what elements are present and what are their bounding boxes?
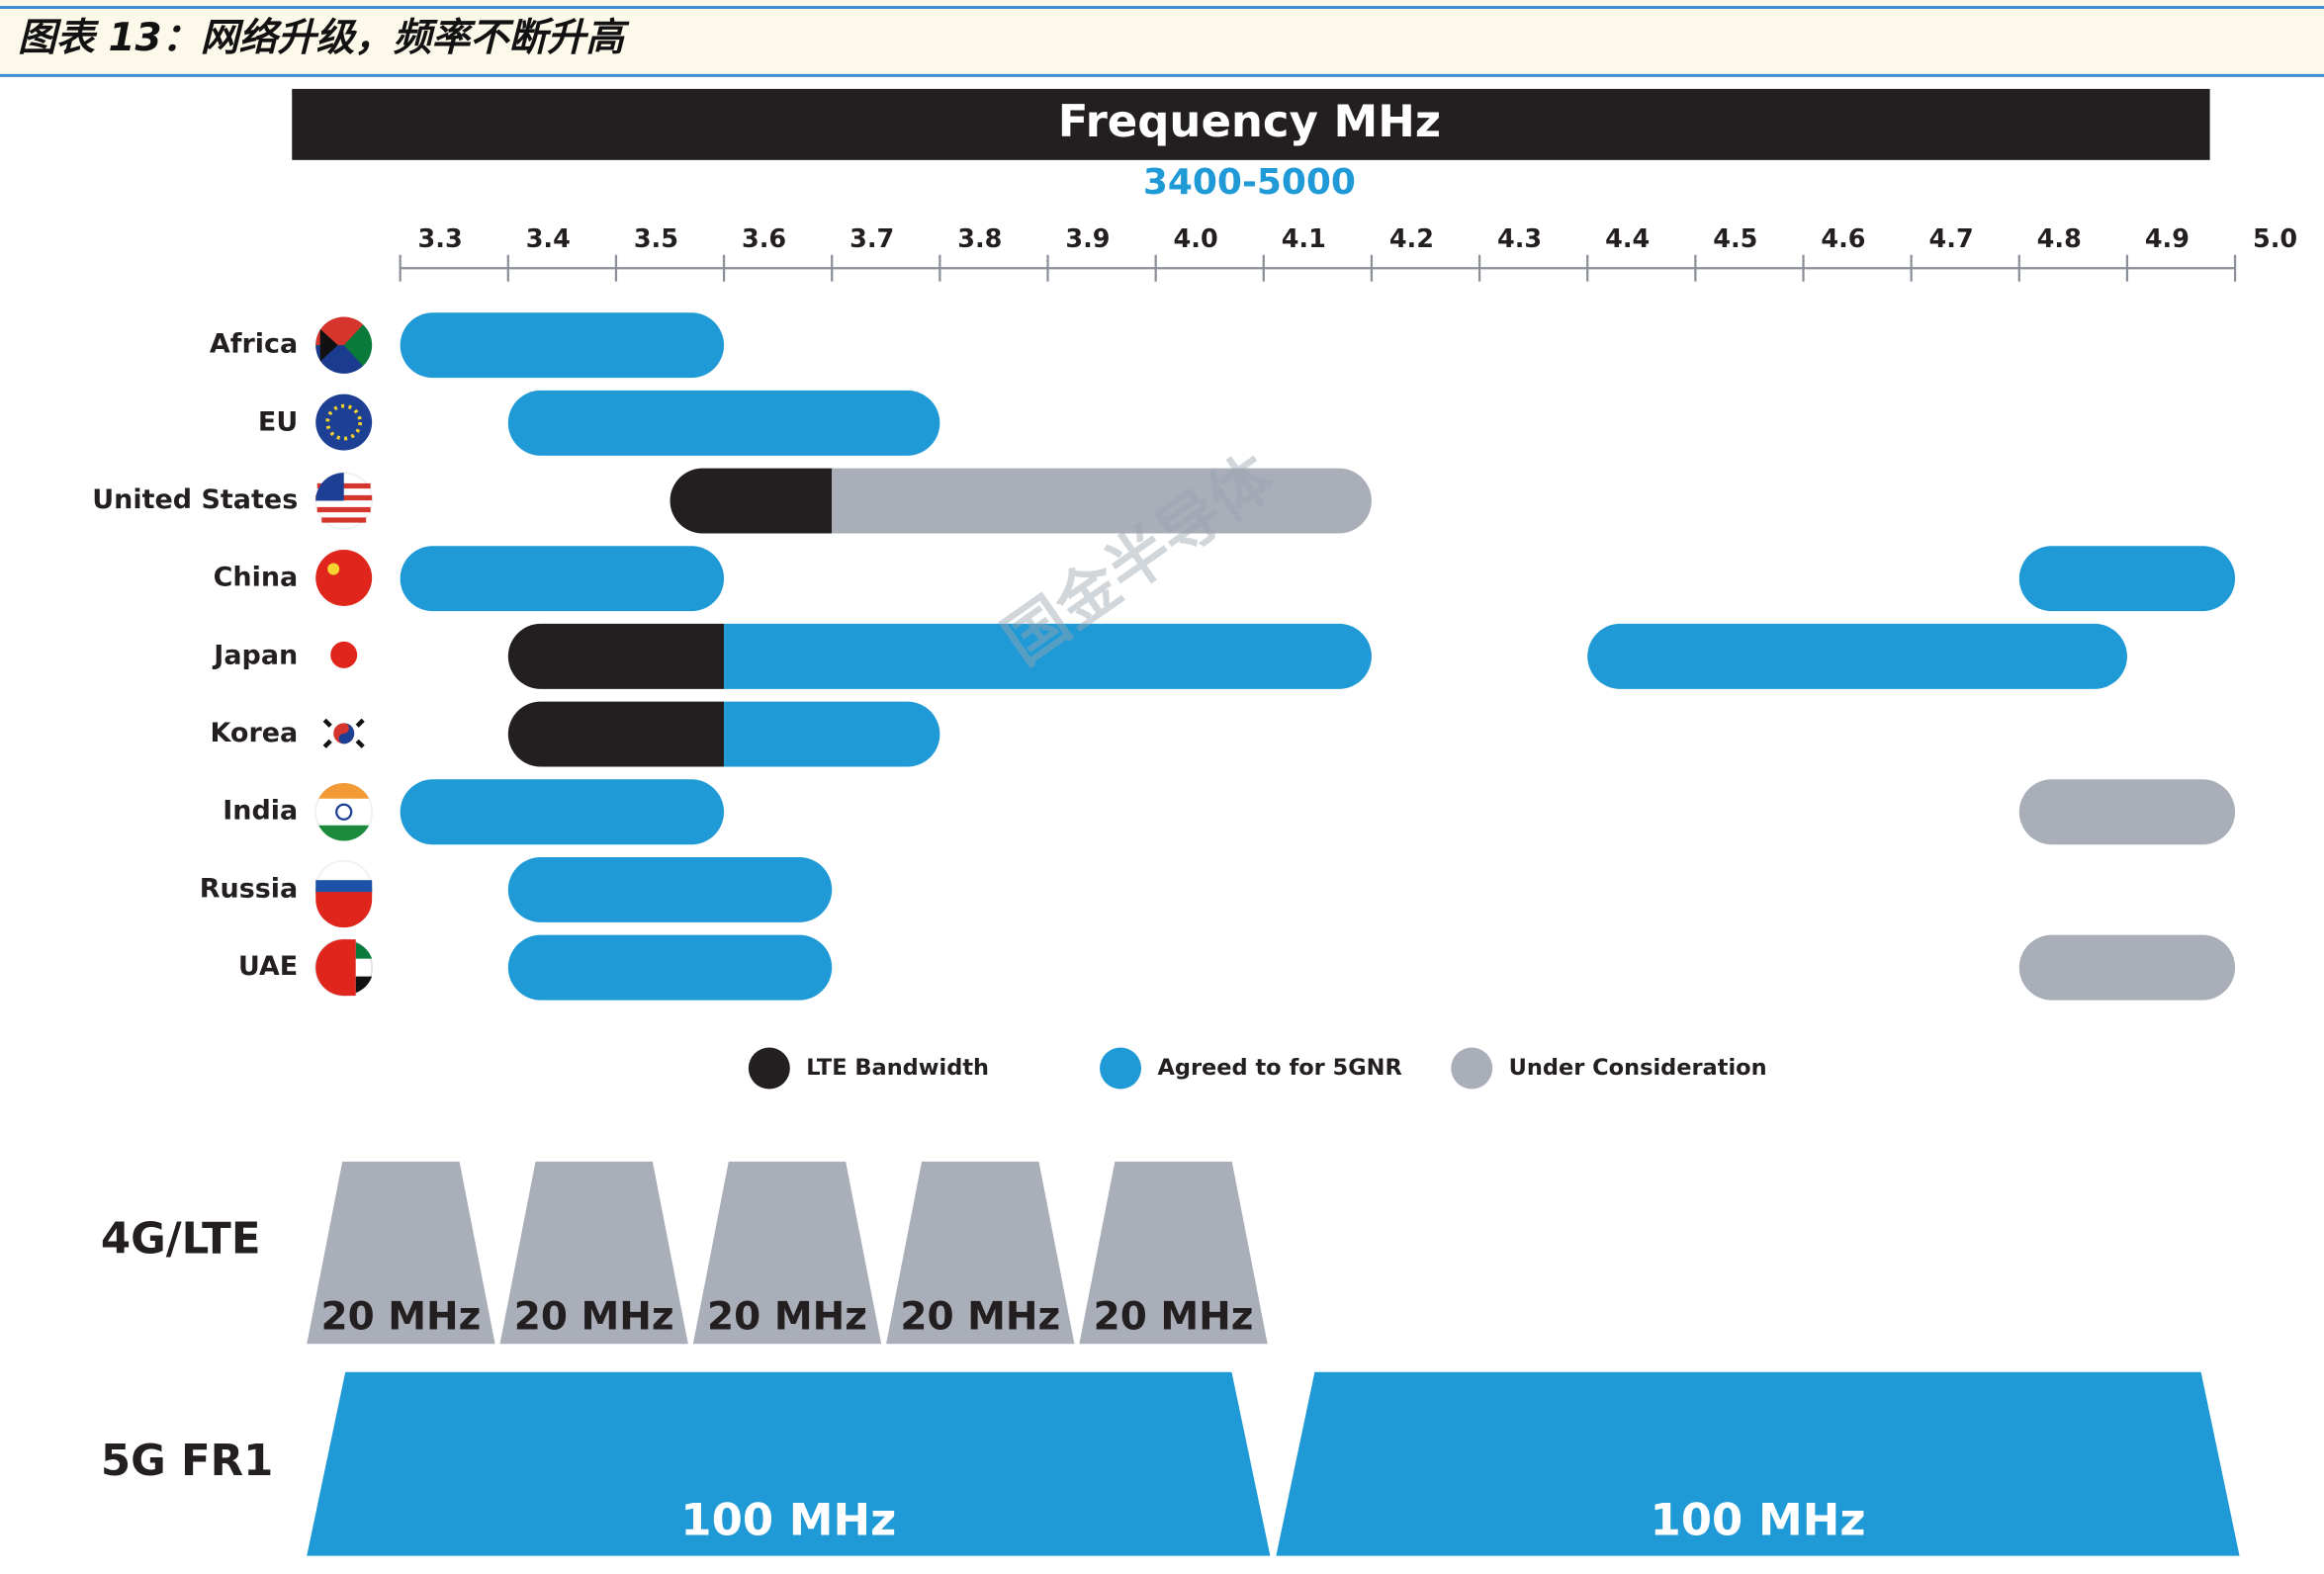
category-label: India xyxy=(223,796,298,827)
flags xyxy=(314,316,373,997)
x-tick-label: 4.9 xyxy=(2145,224,2190,254)
x-tick-label: 3.3 xyxy=(418,224,463,254)
range-bar xyxy=(507,390,940,456)
range-bar xyxy=(670,468,833,534)
category-label: EU xyxy=(258,406,298,437)
flag xyxy=(335,803,353,821)
legend-swatch xyxy=(748,1047,790,1090)
category-label: Japan xyxy=(212,640,298,670)
flag xyxy=(315,889,373,928)
flag xyxy=(318,783,370,799)
legend-swatch xyxy=(1100,1047,1142,1090)
range-bar xyxy=(400,779,725,845)
block-label: 20 MHz xyxy=(707,1294,867,1339)
category-label: Africa xyxy=(210,329,298,360)
flag xyxy=(315,394,373,451)
header-bg xyxy=(0,0,2324,77)
flag xyxy=(338,723,355,744)
range-bar xyxy=(724,623,1372,689)
range-bar xyxy=(400,546,725,612)
range-bar xyxy=(724,701,940,767)
flag xyxy=(318,825,370,841)
channel-block xyxy=(886,1161,1075,1345)
range-bar xyxy=(2018,934,2236,1001)
title-bar xyxy=(292,88,2210,160)
category-label: UAE xyxy=(238,951,298,982)
x-tick-label: 3.7 xyxy=(849,224,894,254)
range-bar xyxy=(2018,546,2236,612)
figure-caption: 图表 13：网络升级，频率不断升高 xyxy=(18,16,630,60)
flag xyxy=(319,328,338,362)
x-tick-label: 3.9 xyxy=(1065,224,1110,254)
flag xyxy=(355,976,373,994)
x-tick-label: 4.6 xyxy=(1821,224,1865,254)
x-tick-label: 4.2 xyxy=(1389,224,1434,254)
block-label: 20 MHz xyxy=(514,1294,674,1339)
row-label: 5G FR1 xyxy=(101,1437,273,1486)
range-bar xyxy=(2018,779,2236,845)
x-tick-label: 4.7 xyxy=(1929,224,1974,254)
category-label: United States xyxy=(92,484,298,515)
block-label: 20 MHz xyxy=(1094,1294,1254,1339)
chart-subtitle: 3400-5000 xyxy=(1143,162,1356,203)
channel-block xyxy=(1276,1371,2240,1556)
x-tick-label: 4.5 xyxy=(1713,224,1757,254)
flag xyxy=(327,563,340,575)
legend-label: Agreed to for 5GNR xyxy=(1158,1055,1402,1081)
x-tick-label: 3.4 xyxy=(526,224,571,254)
flag xyxy=(355,942,373,959)
channel-block xyxy=(307,1371,1271,1556)
range-bar xyxy=(832,468,1372,534)
x-tick-label: 5.0 xyxy=(2253,224,2297,254)
x-tick-label: 4.8 xyxy=(2037,224,2082,254)
block-label: 20 MHz xyxy=(900,1294,1060,1339)
range-bar xyxy=(507,701,725,767)
channel-block xyxy=(692,1161,882,1345)
range-bar xyxy=(507,623,725,689)
range-bar xyxy=(507,856,833,922)
diagram: 4G/LTE 20 MHz 20 MHz 20 MHz 20 MHz 20 MHz 5G F… xyxy=(101,1161,2240,1556)
flag xyxy=(315,939,356,997)
chart-title: Frequency MHz xyxy=(1058,95,1441,147)
channel-block xyxy=(307,1161,495,1345)
block-label: 100 MHz xyxy=(680,1494,896,1546)
x-tick-label: 4.3 xyxy=(1497,224,1542,254)
x-tick-label: 4.1 xyxy=(1282,224,1326,254)
row-label: 4G/LTE xyxy=(101,1214,261,1264)
x-tick-label: 3.8 xyxy=(957,224,1002,254)
category-label: China xyxy=(214,563,299,593)
channel-block xyxy=(499,1161,688,1345)
x-tick-label: 3.5 xyxy=(634,224,678,254)
legend-label: Under Consideration xyxy=(1509,1055,1767,1081)
flag xyxy=(322,718,365,748)
x-tick-label: 4.0 xyxy=(1174,224,1218,254)
range-bar xyxy=(400,312,725,379)
category-label: Russia xyxy=(200,873,299,904)
legend-label: LTE Bandwidth xyxy=(806,1055,989,1081)
block-label: 20 MHz xyxy=(320,1294,481,1339)
x-tick-label: 4.4 xyxy=(1605,224,1650,254)
range-bar xyxy=(1587,623,2127,689)
range-bar xyxy=(507,934,833,1001)
flag xyxy=(315,549,373,606)
channel-block xyxy=(1079,1161,1268,1345)
legend-swatch xyxy=(1451,1047,1493,1090)
flag xyxy=(315,473,344,501)
flag xyxy=(315,880,373,893)
category-label: Korea xyxy=(210,718,298,748)
block-label: 100 MHz xyxy=(1650,1494,1865,1546)
flag xyxy=(325,403,363,441)
plot: 3.3 3.4 3.5 3.6 3.7 3.8 3.9 4.0 4.1 4.2 4.3 4.4 4.5 4… xyxy=(92,224,2297,1090)
x-tick-label: 3.6 xyxy=(742,224,786,254)
flag xyxy=(330,641,358,668)
